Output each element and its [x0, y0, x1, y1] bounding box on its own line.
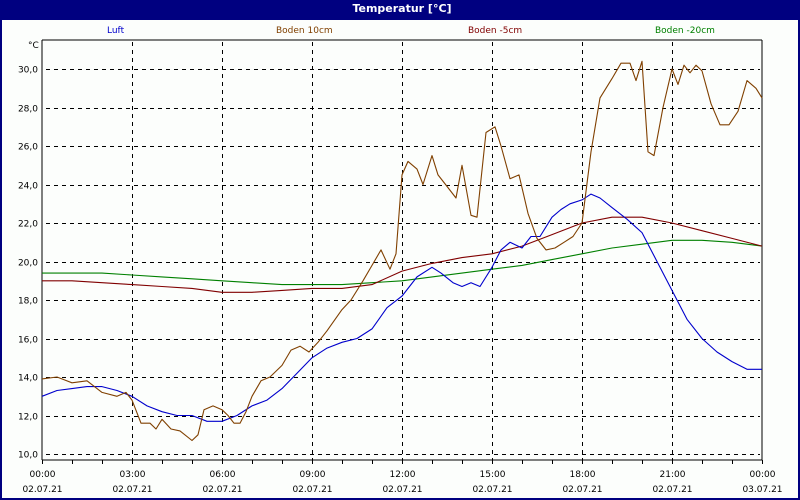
y-tick-label: 20,0	[18, 259, 38, 269]
y-tick-label: 22,0	[18, 220, 38, 230]
series-line-boden-20cm	[42, 239, 763, 286]
legend-item: Luft	[107, 26, 125, 36]
x-tick-date: 02.07.21	[112, 485, 152, 495]
series-line-luft	[41, 193, 762, 422]
legend-item: Boden 10cm	[276, 26, 333, 36]
y-tick-label: 14,0	[18, 374, 38, 384]
y-tick-label: 10,0	[18, 451, 38, 461]
x-tick-date: 02.07.21	[562, 485, 602, 495]
x-tick-time: 00:00	[30, 470, 56, 480]
x-tick-date: 02.07.21	[472, 485, 512, 495]
y-tick-label: 12,0	[18, 413, 38, 423]
y-tick-label: 30,0	[18, 66, 38, 76]
legend-item: Boden -20cm	[655, 26, 715, 36]
x-tick-time: 03:00	[120, 470, 146, 480]
x-tick-time: 09:00	[300, 470, 326, 480]
x-tick-time: 15:00	[480, 470, 506, 480]
y-tick-label: 28,0	[18, 105, 38, 115]
window-title: Temperatur [°C]	[2, 0, 800, 20]
x-tick-date: 03.07.21	[742, 485, 782, 495]
x-tick-date: 02.07.21	[382, 485, 422, 495]
series-line-boden-5cm	[42, 216, 763, 293]
x-tick-time: 21:00	[660, 470, 686, 480]
series-line-boden-10cm	[41, 60, 763, 442]
y-tick-label: 26,0	[18, 143, 38, 153]
x-tick-date: 02.07.21	[22, 485, 62, 495]
x-tick-time: 00:00	[750, 470, 776, 480]
x-tick-date: 02.07.21	[292, 485, 332, 495]
y-tick-label: 18,0	[18, 297, 38, 307]
y-tick-label: 16,0	[18, 336, 38, 346]
legend-item: Boden -5cm	[468, 26, 523, 36]
x-tick-time: 18:00	[570, 470, 596, 480]
x-tick-time: 06:00	[210, 470, 236, 480]
y-tick-label: 24,0	[18, 182, 38, 192]
y-unit-label: °C	[28, 41, 39, 51]
x-tick-date: 02.07.21	[652, 485, 692, 495]
x-tick-time: 12:00	[390, 470, 416, 480]
x-tick-date: 02.07.21	[202, 485, 242, 495]
